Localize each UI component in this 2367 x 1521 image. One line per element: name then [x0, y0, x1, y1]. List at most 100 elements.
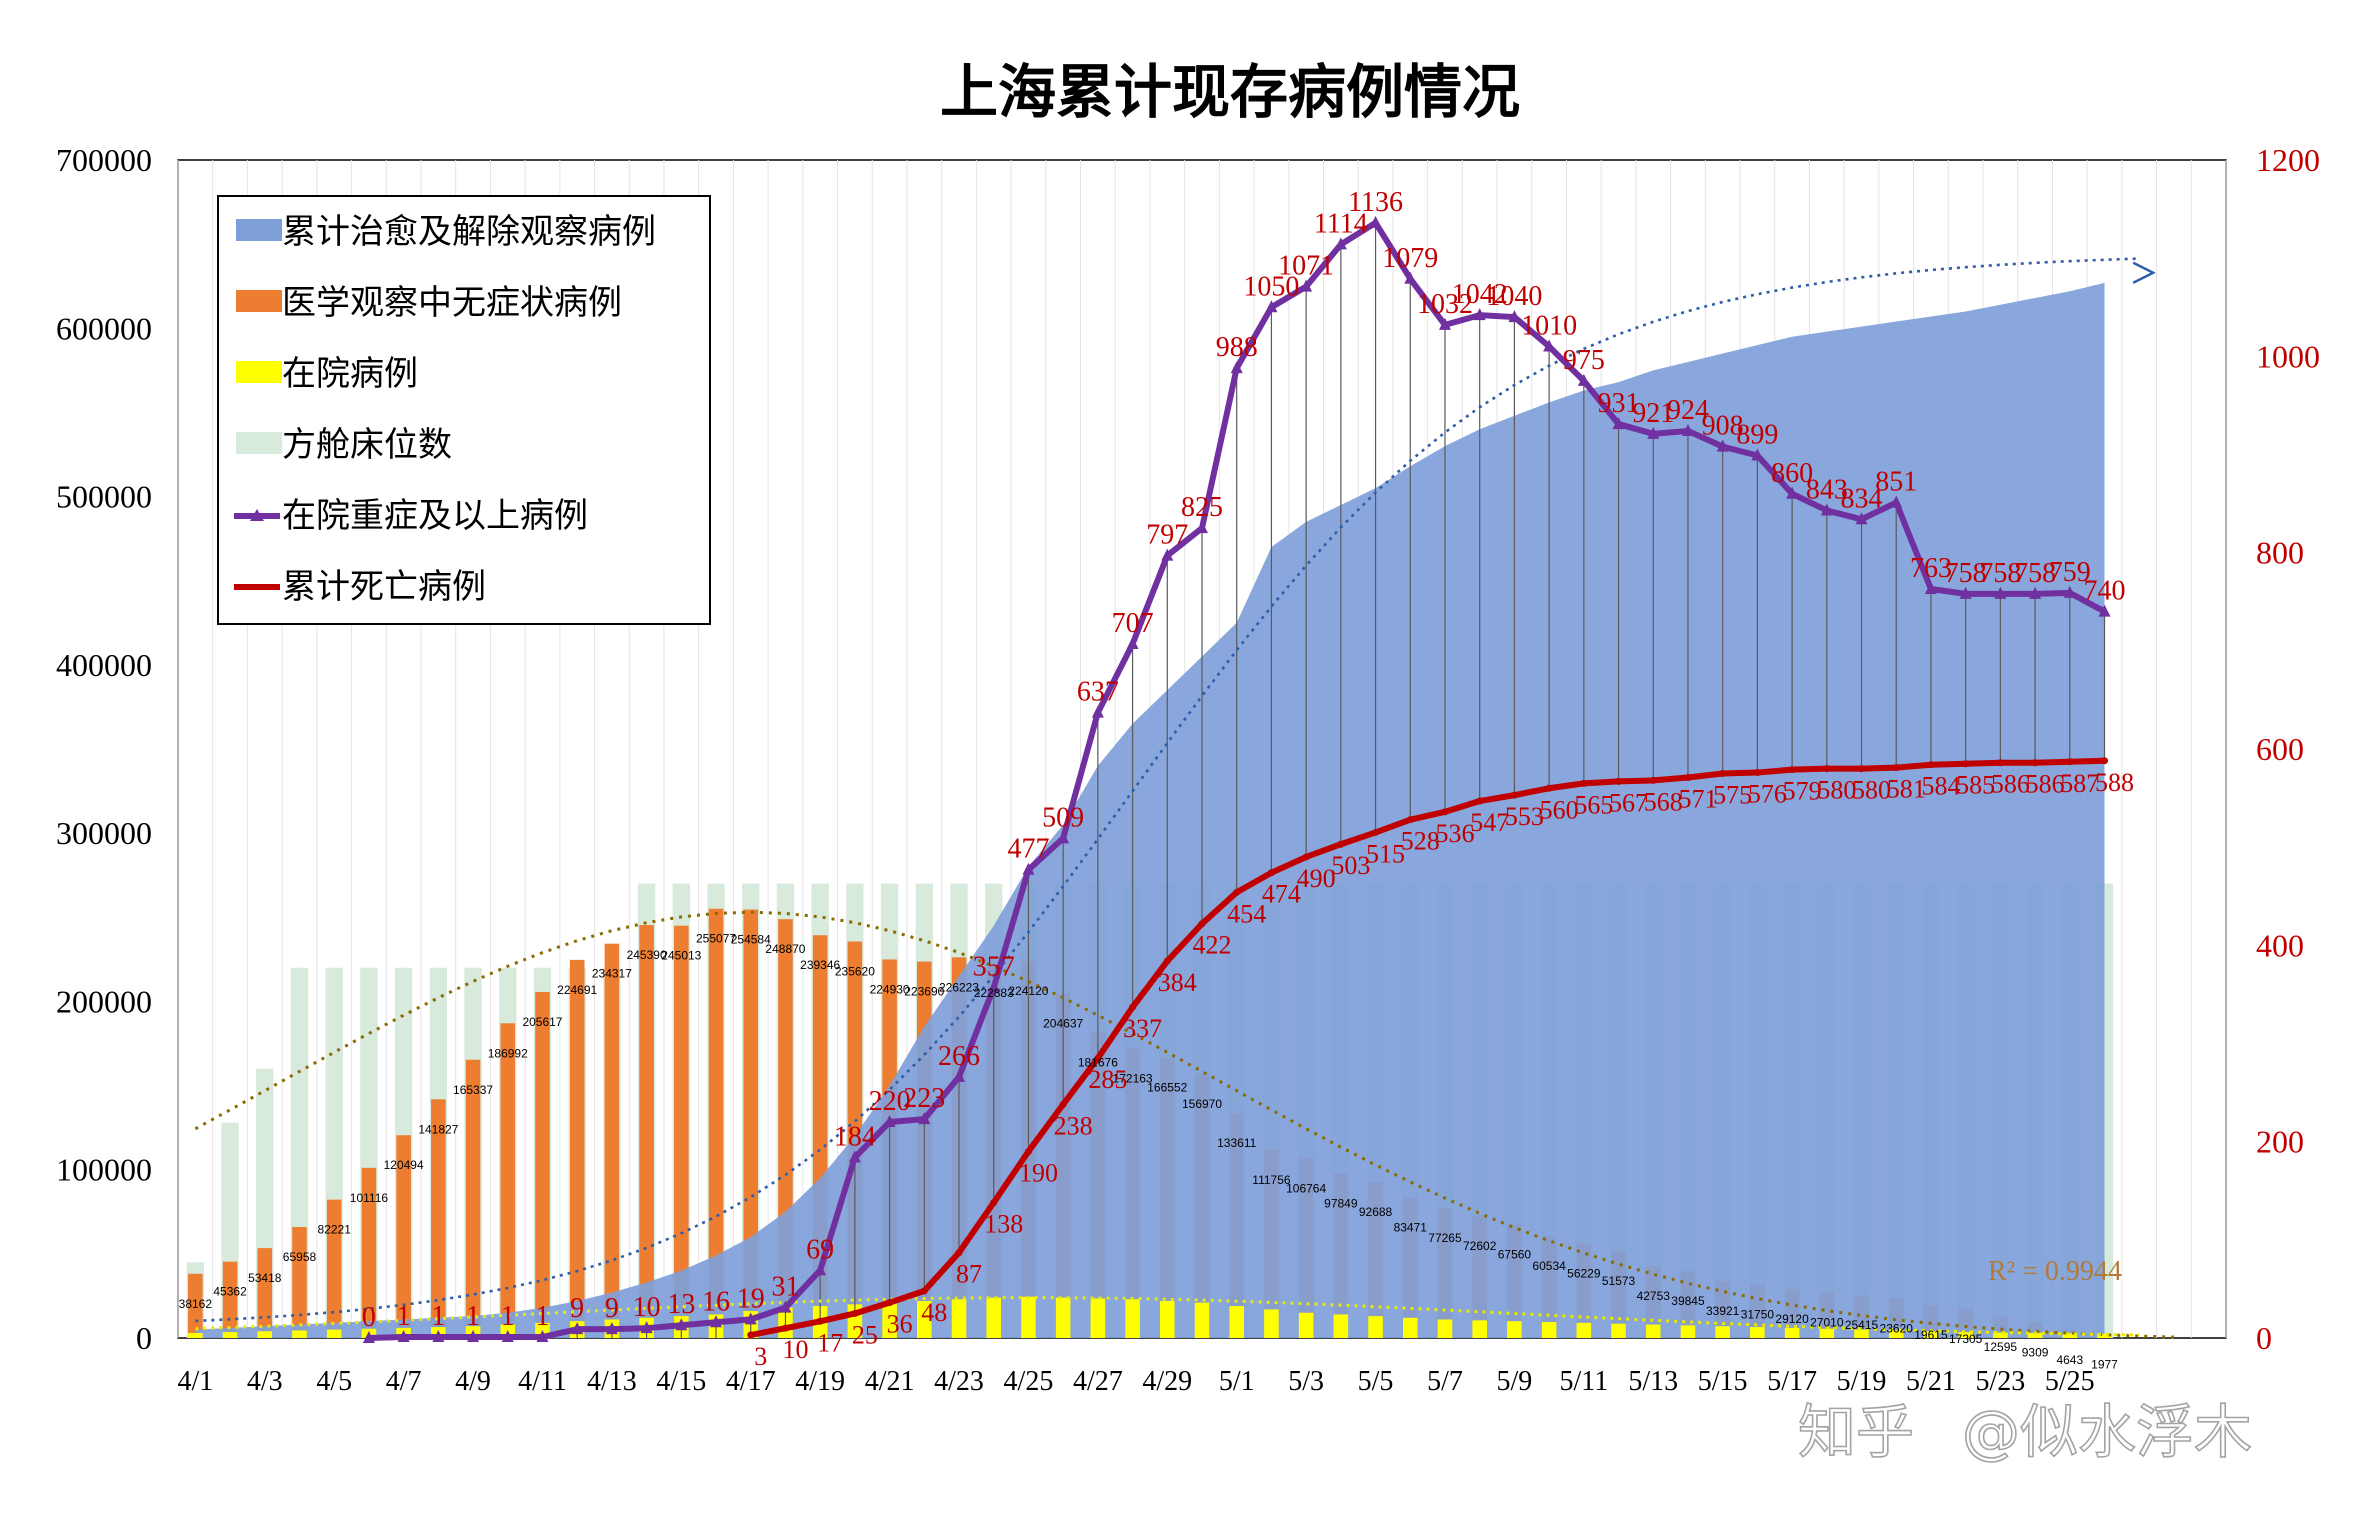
severe-data-label: 988 [1216, 332, 1258, 363]
severe-point [432, 1330, 445, 1343]
x-tick-label: 5/9 [1497, 1366, 1533, 1397]
hospital-bar [882, 1302, 897, 1338]
death-data-label: 3 [754, 1342, 767, 1371]
death-data-label: 576 [1748, 780, 1787, 809]
severe-data-label: 1010 [1521, 311, 1577, 342]
severe-point [1890, 495, 1903, 508]
hospital-bar [1021, 1296, 1036, 1338]
death-point [1406, 816, 1414, 824]
asymptomatic-data-label: 101116 [350, 1191, 389, 1205]
severe-point [1751, 448, 1764, 461]
x-tick-label: 5/19 [1837, 1366, 1887, 1397]
severe-data-label: 1050 [1243, 271, 1299, 302]
asymptomatic-data-label: 27010 [1810, 1316, 1844, 1330]
severe-data-label: 0 [362, 1302, 376, 1333]
left-tick-label: 700000 [56, 142, 152, 178]
severe-point [362, 1331, 375, 1343]
death-data-label: 528 [1401, 827, 1440, 856]
asymptomatic-data-label: 254584 [731, 933, 771, 947]
right-tick-label: 0 [2256, 1320, 2272, 1356]
asymptomatic-data-label: 172163 [1113, 1071, 1153, 1085]
asymptomatic-bar [500, 1023, 516, 1338]
asymptomatic-data-label: 83471 [1394, 1221, 1428, 1235]
death-data-label: 48 [921, 1298, 947, 1327]
asymptomatic-data-label: 133611 [1217, 1136, 1256, 1150]
legend-swatch-cured [236, 219, 282, 241]
severe-point [710, 1315, 723, 1328]
severe-point [1334, 237, 1347, 250]
severe-data-label: 843 [1806, 474, 1848, 505]
death-data-label: 17 [817, 1328, 843, 1357]
death-point [747, 1331, 755, 1339]
severe-data-label: 1042 [1452, 279, 1508, 310]
severe-point [1161, 548, 1174, 561]
hospital-bar [1576, 1322, 1592, 1338]
asymptomatic-data-label: 245390 [627, 948, 667, 962]
asymptomatic-data-label: 51573 [1602, 1274, 1636, 1288]
legend-item-hospital: 在院病例 [236, 354, 418, 394]
hospital-bar [1750, 1327, 1765, 1338]
left-tick-label: 100000 [56, 1152, 152, 1188]
asymptomatic-data-label: 12595 [1984, 1340, 2018, 1354]
severe-data-label: 899 [1736, 419, 1778, 450]
asymptomatic-data-label: 42753 [1637, 1289, 1671, 1303]
severe-data-label: 740 [2084, 576, 2126, 607]
x-tick-label: 4/5 [316, 1366, 352, 1397]
left-tick-label: 600000 [56, 310, 152, 346]
death-point [1510, 791, 1518, 799]
asymptomatic-data-label: 38162 [179, 1297, 213, 1311]
asymptomatic-data-label: 224120 [1008, 984, 1048, 998]
severe-point [1959, 586, 1972, 599]
death-point [781, 1324, 789, 1332]
death-data-label: 585 [1956, 771, 1995, 800]
severe-data-label: 1 [397, 1301, 411, 1332]
severe-point [397, 1330, 410, 1343]
x-tick-label: 4/27 [1073, 1366, 1123, 1397]
severe-data-label: 924 [1667, 395, 1709, 426]
severe-point [2063, 585, 2076, 598]
death-data-label: 285 [1088, 1065, 1127, 1094]
hospital-bar [1472, 1320, 1487, 1338]
death-data-label: 584 [1921, 772, 1960, 801]
legend-item-asymptomatic: 医学观察中无症状病例 [236, 283, 622, 323]
cured-area [195, 282, 2105, 1338]
hospital-bar [1159, 1300, 1175, 1338]
left-tick-label: 500000 [56, 479, 152, 515]
severe-data-label: 69 [806, 1234, 834, 1265]
hospital-bar [1993, 1332, 2008, 1338]
severe-data-label: 758 [1945, 558, 1987, 589]
cured-area-shape [195, 282, 2105, 1338]
death-data-label: 337 [1123, 1014, 1162, 1043]
severe-data-label: 975 [1563, 345, 1605, 376]
right-tick-label: 1000 [2256, 338, 2320, 374]
right-tick-label: 200 [2256, 1124, 2304, 1160]
severe-data-label: 908 [1702, 411, 1744, 442]
hospital-bar [1055, 1297, 1071, 1338]
asymptomatic-data-label: 239346 [800, 958, 840, 972]
death-data-label: 588 [2095, 768, 2134, 797]
asymptomatic-data-label: 222883 [974, 986, 1014, 1000]
hospital-bar [1298, 1312, 1314, 1338]
severe-point [1716, 439, 1729, 452]
hospital-bar [1645, 1324, 1661, 1338]
death-point [1892, 764, 1900, 772]
death-data-label: 454 [1227, 899, 1266, 928]
asymptomatic-data-label: 60534 [1532, 1259, 1566, 1273]
death-line-path [750, 757, 2105, 1338]
severe-line [362, 215, 2111, 1343]
hospital-bar [1819, 1328, 1835, 1338]
severe-data-label: 851 [1875, 467, 1917, 498]
asymptomatic-bar [361, 1167, 377, 1338]
hospital-bar [951, 1299, 967, 1338]
asymptomatic-data-label: 235620 [835, 964, 875, 978]
legend-swatch-asymptomatic [236, 290, 282, 312]
severe-data-label: 9 [570, 1293, 584, 1324]
left-tick-label: 400000 [56, 647, 152, 683]
severe-point [1196, 521, 1208, 534]
severe-data-labels: 0 1 1 1 1 1 9 9 10 13 16 19 316918422022326635747750… [362, 187, 2126, 1333]
chart-title: 上海累计现存病例情况 [940, 58, 1520, 126]
hospital-bar [1437, 1319, 1453, 1338]
death-point [990, 1199, 998, 1207]
severe-point [1473, 308, 1486, 321]
x-tick-label: 4/29 [1142, 1366, 1192, 1397]
